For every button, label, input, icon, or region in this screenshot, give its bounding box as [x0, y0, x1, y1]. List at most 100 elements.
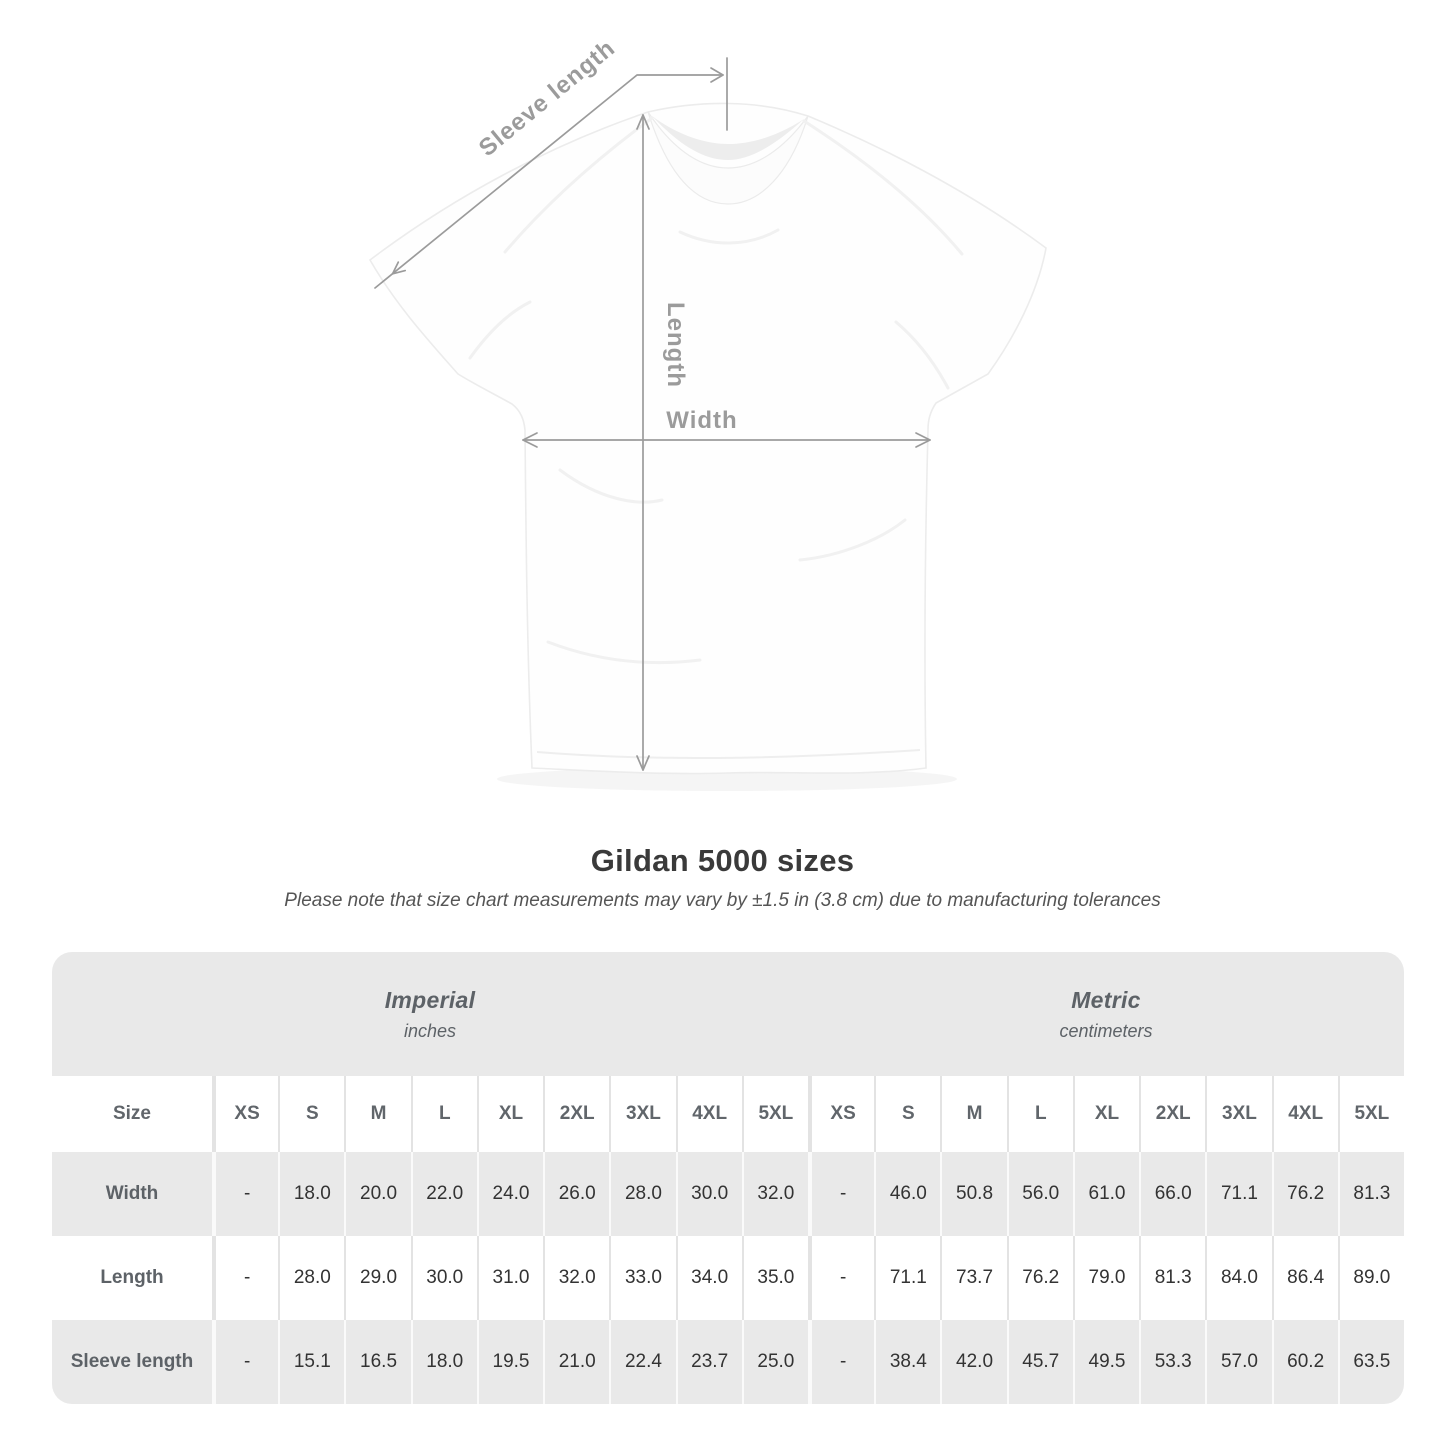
value-imperial: 29.0	[344, 1236, 410, 1320]
value-metric: 71.1	[1205, 1152, 1272, 1236]
size-column-metric-3xl: 3XL	[1205, 1076, 1271, 1152]
value-metric: -	[807, 1152, 875, 1236]
unit-group-row: Imperial inches Metric centimeters	[52, 952, 1404, 1076]
value-imperial: 22.0	[410, 1152, 477, 1236]
page-title: Gildan 5000 sizes	[590, 843, 855, 878]
imperial-group-header: Imperial inches	[52, 952, 808, 1076]
value-imperial: 22.4	[609, 1320, 676, 1404]
size-column-metric-s: S	[874, 1076, 940, 1152]
collar-opening	[652, 116, 804, 160]
value-metric: 53.3	[1139, 1320, 1206, 1404]
value-metric: -	[807, 1236, 874, 1320]
value-metric: 86.4	[1271, 1236, 1338, 1320]
value-imperial: 26.0	[543, 1152, 610, 1236]
metric-group-header: Metric centimeters	[808, 952, 1404, 1076]
value-imperial: 35.0	[741, 1236, 808, 1320]
size-column-imperial-s: S	[278, 1076, 344, 1152]
value-metric: 79.0	[1072, 1236, 1139, 1320]
sleeve-length-arrow	[374, 74, 724, 289]
value-metric: 81.3	[1337, 1152, 1404, 1236]
value-imperial: 28.0	[278, 1236, 344, 1320]
value-imperial: 19.5	[476, 1320, 544, 1404]
imperial-group-unit: inches	[403, 1020, 457, 1041]
size-row-width: Width -18.0 20.0 22.0 24.0 26.0 28.0 30.0 32.0-4…	[52, 1152, 1404, 1236]
value-metric: 76.2	[1006, 1236, 1073, 1320]
tshirt-body	[368, 102, 1047, 775]
size-column-imperial-2xl: 2XL	[543, 1076, 609, 1152]
value-metric: 73.7	[940, 1236, 1006, 1320]
value-imperial: 18.0	[278, 1152, 345, 1236]
value-metric: 71.1	[874, 1236, 940, 1320]
value-metric: 60.2	[1271, 1320, 1338, 1404]
size-column-imperial-m: M	[344, 1076, 410, 1152]
value-imperial: -	[212, 1152, 279, 1236]
value-metric: 46.0	[874, 1152, 941, 1236]
size-row-sleeve-length: Sleeve length -15.1 16.5 18.0 19.5 21.0 22.4 23…	[52, 1320, 1404, 1404]
tolerance-note: Please note that size chart measurements…	[284, 890, 1161, 911]
size-column-imperial-4xl: 4XL	[675, 1076, 742, 1152]
value-imperial: 32.0	[543, 1236, 609, 1320]
value-metric: 81.3	[1139, 1236, 1205, 1320]
row-label: Length	[100, 1267, 164, 1288]
value-metric: 76.2	[1271, 1152, 1338, 1236]
value-imperial: 30.0	[675, 1152, 742, 1236]
value-metric: -	[807, 1320, 875, 1404]
size-column-imperial-3xl: 3XL	[609, 1076, 675, 1152]
size-table-body: Width -18.0 20.0 22.0 24.0 26.0 28.0 30.0 32.0-4…	[52, 1152, 1404, 1404]
value-imperial: 33.0	[609, 1236, 675, 1320]
value-imperial: 28.0	[609, 1152, 676, 1236]
size-column-metric-l: L	[1006, 1076, 1073, 1152]
value-metric: 42.0	[940, 1320, 1007, 1404]
size-column-metric-xs: XS	[807, 1076, 874, 1152]
size-column-imperial-xl: XL	[476, 1076, 543, 1152]
size-column-imperial-xs: XS	[212, 1076, 278, 1152]
value-metric: 89.0	[1337, 1236, 1404, 1320]
size-column-metric-xl: XL	[1072, 1076, 1139, 1152]
value-imperial: -	[212, 1320, 279, 1404]
metric-group-unit: centimeters	[1059, 1020, 1153, 1041]
size-header-row: Size XS S M L XL 2XL 3XL 4XL 5XL XS S M L XL 2XL 3XL 4XL 5…	[52, 1076, 1404, 1152]
value-imperial: 23.7	[675, 1320, 742, 1404]
value-imperial: 31.0	[476, 1236, 543, 1320]
size-corner-header: Size	[112, 1103, 152, 1124]
value-imperial: 24.0	[476, 1152, 544, 1236]
value-imperial: 16.5	[344, 1320, 411, 1404]
value-imperial: 32.0	[741, 1152, 808, 1236]
value-imperial: 18.0	[410, 1320, 477, 1404]
value-imperial: 15.1	[278, 1320, 345, 1404]
shirt-wrinkles	[468, 116, 964, 665]
size-column-metric-5xl: 5XL	[1337, 1076, 1404, 1152]
value-metric: 49.5	[1072, 1320, 1140, 1404]
size-row-length: Length -28.0 29.0 30.0 31.0 32.0 33.0 34.0 35.0-…	[52, 1236, 1404, 1320]
value-metric: 84.0	[1205, 1236, 1271, 1320]
value-metric: 63.5	[1337, 1320, 1404, 1404]
dimension-lines	[374, 57, 931, 771]
size-column-metric-m: M	[940, 1076, 1006, 1152]
width-label: Width	[666, 407, 737, 434]
value-metric: 38.4	[874, 1320, 941, 1404]
size-table: Imperial inches Metric centimeters Size X…	[52, 952, 1404, 1404]
value-metric: 61.0	[1072, 1152, 1140, 1236]
metric-group-name: Metric	[1071, 986, 1141, 1013]
size-column-imperial-5xl: 5XL	[741, 1076, 808, 1152]
value-metric: 66.0	[1139, 1152, 1206, 1236]
hem-stitch	[536, 749, 921, 759]
row-label: Width	[52, 1152, 212, 1236]
value-metric: 50.8	[940, 1152, 1007, 1236]
value-metric: 45.7	[1006, 1320, 1073, 1404]
row-label: Sleeve length	[52, 1320, 212, 1404]
value-metric: 56.0	[1006, 1152, 1073, 1236]
value-imperial: 21.0	[543, 1320, 610, 1404]
length-label: Length	[662, 302, 689, 388]
size-column-imperial-l: L	[410, 1076, 477, 1152]
value-imperial: -	[212, 1236, 278, 1320]
value-imperial: 34.0	[675, 1236, 742, 1320]
tshirt-measurement-diagram: Sleeve length Length Width	[368, 34, 1047, 775]
imperial-group-name: Imperial	[384, 986, 476, 1013]
value-metric: 57.0	[1205, 1320, 1272, 1404]
size-column-metric-4xl: 4XL	[1271, 1076, 1338, 1152]
size-column-metric-2xl: 2XL	[1139, 1076, 1205, 1152]
value-imperial: 30.0	[410, 1236, 477, 1320]
heading-block: Gildan 5000 sizes Please note that size …	[0, 843, 1445, 912]
